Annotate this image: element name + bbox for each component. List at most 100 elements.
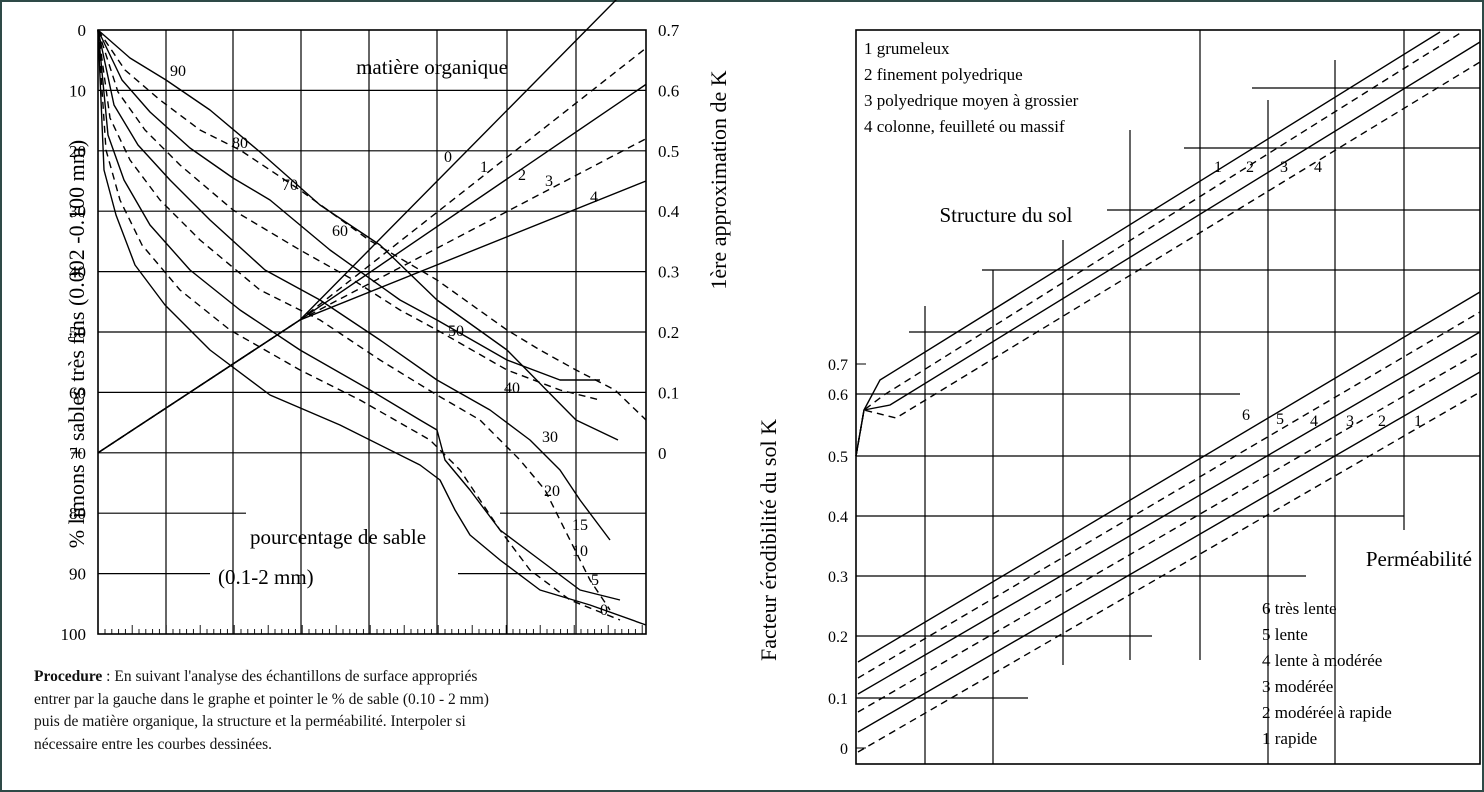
left-axis-tick-label: 60 [69, 383, 86, 402]
sand-curve-label-70: 70 [282, 177, 298, 194]
sand-curve-label-40: 40 [504, 380, 520, 397]
procedure-line-4: nécessaire entre les courbes dessinées. [34, 735, 272, 753]
sand-curve-label-80: 80 [232, 135, 248, 152]
sand-curve-label-10: 10 [572, 543, 588, 560]
procedure-label: Procedure [34, 668, 103, 685]
sand-percentage-title: pourcentage de sable [250, 525, 426, 549]
sand-curve-label-15: 15 [572, 517, 588, 534]
structure-curve-label-2: 2 [1246, 159, 1254, 176]
permeability-curve-label-5: 5 [1276, 411, 1284, 428]
left-axis-tick-label: 100 [61, 625, 87, 644]
right-axis-tick-label: 0.2 [658, 323, 679, 342]
permeability-curve-label-6: 6 [1242, 407, 1250, 424]
permeability-legend-item-2: 5 lente [1262, 625, 1308, 644]
structure-curve-2 [855, 31, 1463, 457]
structure-title: Structure du sol [940, 203, 1073, 227]
right-k-tick-label: 0.7 [828, 357, 848, 374]
left-axis-tick-label: 90 [69, 565, 86, 584]
right-k-tick-label: 0.3 [828, 569, 848, 586]
organic-matter-line-4 [97, 180, 647, 454]
right-k-tick-label: 0.5 [828, 449, 848, 466]
procedure-line-2: entrer par la gauche dans le graphe et p… [34, 690, 489, 708]
left-axis-title: % limons + sables très fins (0.002 -0.10… [64, 140, 89, 548]
structure-curve-4 [855, 61, 1481, 457]
permeability-legend-item-1: 6 très lente [1262, 599, 1337, 618]
right-axis-tick-label: 0.1 [658, 383, 679, 402]
right-axis-tick-label: 0.7 [658, 21, 680, 40]
procedure-line-1: : En suivant l'analyse des échantillons … [102, 668, 478, 685]
permeability-curve-label-4: 4 [1310, 413, 1318, 430]
permeability-line-6 [857, 291, 1481, 663]
structure-legend-item-2: 2 finement polyedrique [864, 65, 1023, 84]
structure-curve-label-4: 4 [1314, 159, 1322, 176]
sand-curve-label-90: 90 [170, 63, 186, 80]
left-axis-tick-label: 70 [69, 444, 86, 463]
right-k-tick-label: 0.4 [828, 509, 848, 526]
organic-matter-label-0: 0 [444, 149, 452, 166]
sand-curve-80 [97, 29, 647, 421]
structure-legend-item-4: 4 colonne, feuilleté ou massif [864, 117, 1065, 136]
sand-curve-30 [97, 29, 621, 601]
sand-curve-label-60: 60 [332, 223, 348, 240]
right-axis-tick-label: 0.3 [658, 263, 679, 282]
left-axis-tick-label: 80 [69, 504, 86, 523]
organic-matter-label-1: 1 [480, 159, 488, 176]
permeability-legend-item-6: 1 rapide [1262, 729, 1317, 748]
permeability-curve-label-2: 2 [1378, 413, 1386, 430]
structure-curve-label-3: 3 [1280, 159, 1288, 176]
right-k-tick-label: 0.1 [828, 691, 848, 708]
left-axis-tick-label: 20 [69, 142, 86, 161]
right-axis-title: 1ère approximation de K [706, 70, 731, 289]
right-axis-tick-label: 0.6 [658, 81, 679, 100]
left-axis-tick-label: 50 [69, 323, 86, 342]
right-axis-tick-label: 0.5 [658, 142, 679, 161]
permeability-title: Perméabilité [1366, 547, 1472, 571]
organic-matter-title: matière organique [356, 55, 508, 79]
right-k-tick-label: 0 [840, 741, 848, 758]
sand-curve-label-50: 50 [448, 323, 464, 340]
sand-curve-label-5: 5 [591, 572, 599, 589]
permeability-curve-label-3: 3 [1346, 413, 1354, 430]
procedure-line-3: puis de matière organique, la structure … [34, 713, 466, 730]
left-axis-tick-label: 10 [69, 81, 86, 100]
right-k-tick-label: 0.2 [828, 629, 848, 646]
procedure-text: Procedure : En suivant l'analyse des éch… [34, 666, 734, 756]
right-k-tick-label: 0.6 [828, 387, 848, 404]
sand-curve-50 [97, 29, 611, 541]
structure-legend-item-3: 3 polyedrique moyen à grossier [864, 91, 1079, 110]
sand-curve-70 [97, 29, 600, 381]
right-axis-tick-label: 0.4 [658, 202, 680, 221]
structure-legend-item-1: 1 grumeleux [864, 39, 950, 58]
organic-matter-label-4: 4 [590, 189, 598, 206]
left-axis-tick-label: 0 [78, 21, 87, 40]
permeability-legend-item-4: 3 modérée [1262, 677, 1333, 696]
right-k-axis-title: Facteur érodibilité du sol K [756, 419, 781, 661]
permeability-line-2 [857, 371, 1481, 733]
sand-curve-60 [97, 29, 601, 401]
permeability-line-5 [857, 311, 1481, 679]
structure-curve-3 [855, 41, 1481, 457]
structure-curve-label-1: 1 [1214, 159, 1222, 176]
left-axis-tick-label: 30 [69, 202, 86, 221]
sand-curve-label-0: 0 [600, 602, 608, 619]
organic-matter-label-2: 2 [518, 167, 526, 184]
sand-curve-20 [97, 29, 621, 621]
left-axis-tick-label: 40 [69, 263, 86, 282]
permeability-legend-item-5: 2 modérée à rapide [1262, 703, 1392, 722]
sand-percentage-range: (0.1-2 mm) [218, 565, 314, 589]
organic-matter-label-3: 3 [545, 173, 553, 190]
sand-curve-label-30: 30 [542, 429, 558, 446]
permeability-legend-item-3: 4 lente à modérée [1262, 651, 1382, 670]
sand-curve-90 [97, 29, 619, 441]
permeability-line-4 [857, 331, 1481, 695]
sand-curve-0 [97, 29, 647, 626]
right-axis-tick-label: 0 [658, 444, 667, 463]
permeability-line-3 [857, 351, 1481, 713]
sand-curve-40 [97, 29, 611, 611]
organic-matter-line-3 [97, 138, 647, 454]
sand-curve-label-20: 20 [544, 483, 560, 500]
right-plot-frame [855, 29, 1481, 765]
permeability-curve-label-1: 1 [1414, 413, 1422, 430]
